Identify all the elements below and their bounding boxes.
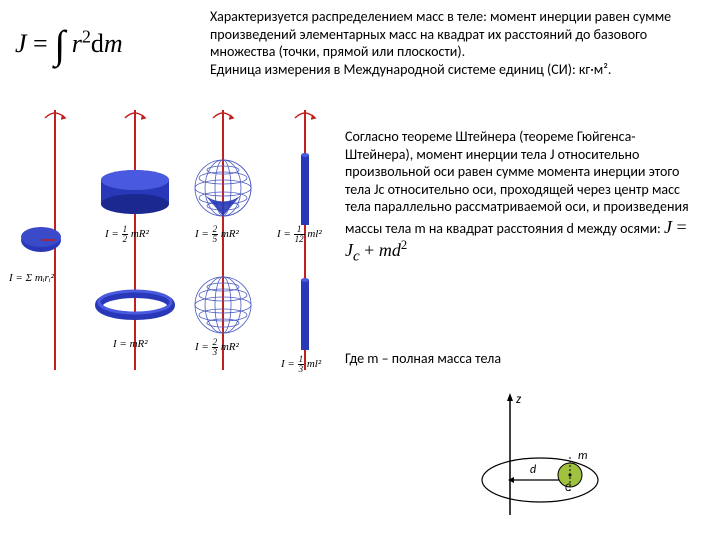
- label-c: C: [565, 481, 571, 494]
- text-definition: Характеризуется распределением масс в те…: [210, 8, 671, 78]
- paragraph-steiner-theorem: Согласно теореме Штейнера (теореме Гюйге…: [345, 128, 700, 266]
- label-d: d: [530, 463, 536, 477]
- text-steiner: Согласно теореме Штейнера (теореме Гюйге…: [345, 128, 689, 237]
- label-ring: I = mR²: [113, 338, 148, 350]
- paragraph-definition: Характеризуется распределением масс в те…: [210, 8, 700, 78]
- text-mass-note: Где m – полная масса тела: [345, 350, 501, 367]
- label-rod-center: I = 112 ml²: [277, 225, 322, 244]
- label-sum: I = Σ mᵢrᵢ²: [9, 272, 54, 284]
- diagram-inertia-shapes: I = Σ mᵢrᵢ² I = 12 mR² I = 25 mR² I = 11…: [5, 100, 340, 390]
- label-z: z: [516, 392, 522, 407]
- label-cylinder-solid: I = 12 mR²: [105, 225, 149, 244]
- diagram-steiner-axis: z d m C: [470, 385, 610, 525]
- label-m: m: [578, 449, 588, 463]
- label-rod-end: I = 13 ml²: [281, 355, 321, 374]
- paragraph-mass-note: Где m – полная масса тела: [345, 350, 700, 368]
- label-sphere-solid: I = 25 mR²: [195, 225, 239, 244]
- formula-moment-of-inertia-integral: J = ∫ r2dm: [15, 15, 123, 62]
- label-sphere-hollow: I = 23 mR²: [195, 338, 239, 357]
